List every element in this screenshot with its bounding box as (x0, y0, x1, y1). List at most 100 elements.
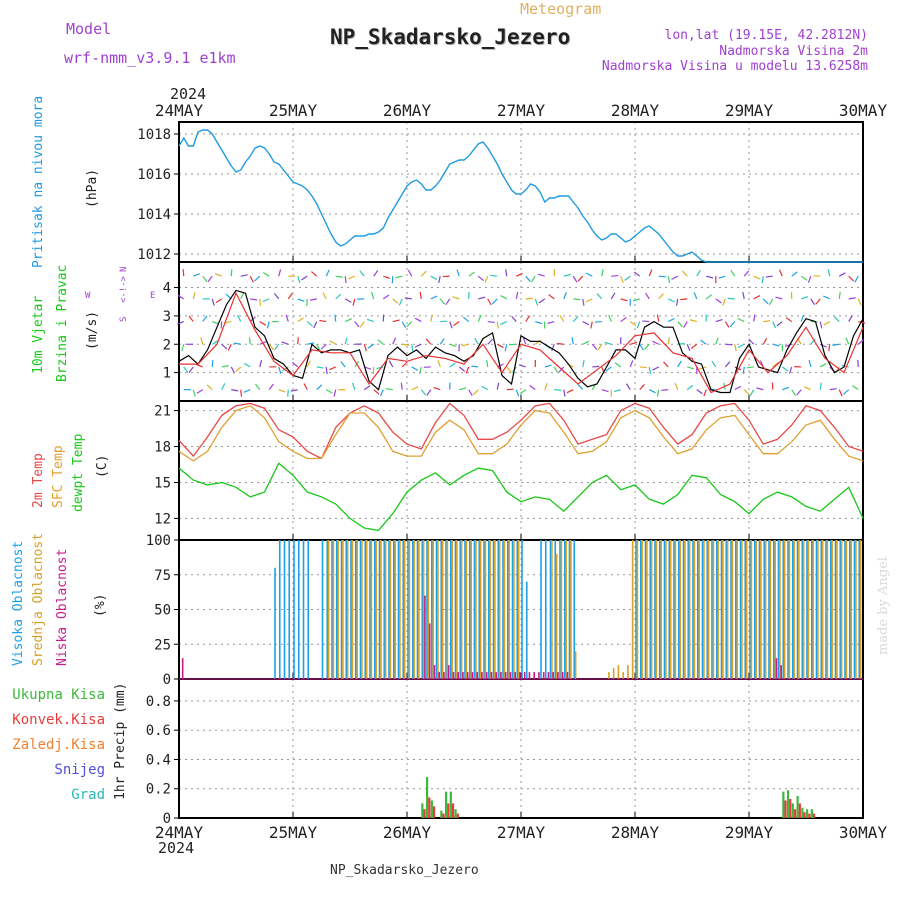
wind-arrow (193, 273, 201, 277)
cloud-bar (555, 553, 558, 679)
cloud-bar (503, 540, 506, 679)
x-tick-label-top: 29MAY (725, 101, 774, 120)
wind-arrow (329, 366, 336, 371)
cloud-bar (495, 672, 497, 679)
wind-arrow (611, 274, 619, 277)
wind-arrow (838, 272, 846, 277)
cloud-bar (622, 672, 624, 679)
x-tick-label-top: 28MAY (611, 101, 660, 120)
cloud-bar (836, 540, 838, 679)
wind-arrow (639, 343, 644, 351)
wind-arrow (398, 298, 403, 306)
wind-arrow (696, 269, 701, 277)
temp-ylabel-3: dewpt Temp (71, 434, 86, 512)
wind-arrow (667, 317, 675, 323)
cloud-bar (470, 540, 472, 679)
cloud-bar (815, 540, 818, 679)
wind-arrow (311, 271, 318, 277)
wind-arrow (262, 298, 270, 303)
year-top: 2024 (170, 85, 206, 103)
wind-arrow (652, 366, 660, 371)
cloud-bar (462, 672, 464, 679)
wind-arrow (703, 389, 707, 397)
wind-arrow (452, 296, 460, 300)
cloud-bar (725, 540, 728, 679)
cloud-bar (858, 540, 861, 679)
y-tick-label: 2 (163, 337, 171, 353)
cloud-bar (780, 665, 782, 679)
cloud-bar (489, 540, 491, 679)
wind-arrow (491, 298, 498, 305)
cloud-bar (326, 540, 329, 679)
cloud-bar (557, 672, 559, 679)
wind-arrow (426, 389, 432, 396)
precip-ylabel: 1hr Precip (mm) (113, 683, 128, 800)
wind-arrow (240, 274, 248, 277)
precip-bar (787, 790, 790, 818)
wind-arrow (753, 295, 761, 300)
cloud-bar (806, 540, 808, 679)
cloud-bar (807, 540, 810, 679)
wind-arrow (610, 292, 616, 300)
wind-arrow (392, 319, 400, 323)
y-tick-label: 75 (154, 568, 171, 584)
wind-arrow (597, 343, 603, 351)
y-tick-label: 0.8 (146, 694, 171, 710)
wind-arrow (833, 316, 840, 322)
cloud-bar (364, 540, 367, 679)
cloud-bar (850, 540, 852, 679)
wind-arrow (829, 388, 837, 391)
wind-arrow (301, 275, 308, 281)
cloud-bar (692, 540, 694, 679)
cloud-bar (715, 540, 718, 679)
model-name: wrf-nmm_v3.9.1 e1km (64, 49, 236, 67)
precip-bar (789, 798, 792, 818)
cloud-bar (356, 540, 358, 679)
wind-arrow (220, 321, 223, 329)
panel-temperature: 12 15 18 21 (154, 400, 864, 541)
cloud-bar (668, 540, 671, 679)
wind-arrow (249, 275, 254, 283)
cloud-bar (745, 540, 748, 679)
wind-arrow (636, 321, 641, 329)
wind-arrow (577, 384, 584, 391)
cloud-bar (739, 540, 742, 679)
wind-arrow (487, 320, 495, 324)
wind-arrow (430, 314, 433, 322)
wind-arrow (285, 314, 289, 322)
cloud-bar (750, 540, 753, 679)
wind-ylabel-2: Brzina i Pravac (55, 265, 70, 382)
wind-arrow (515, 291, 519, 300)
wind-arrow (782, 386, 790, 391)
wind-arrow (262, 272, 270, 277)
wind-arrow (810, 338, 816, 345)
wind-arrow (577, 275, 584, 282)
wind-arrow (411, 344, 414, 352)
cloud-bar (703, 540, 705, 679)
cloud-bar (397, 540, 400, 679)
wind-arrow (652, 340, 660, 345)
precip-bar (430, 800, 433, 818)
wind-arrow (340, 361, 346, 368)
wind-arrow (486, 359, 489, 368)
wind-arrow (730, 269, 736, 277)
wind-arrow (385, 388, 393, 391)
wind-arrow (687, 366, 695, 370)
cloud-bar (798, 540, 800, 679)
wind-arrow (800, 275, 808, 281)
wind-arrow (748, 338, 755, 345)
wind-arrow (605, 366, 612, 372)
wind-arrow (808, 360, 812, 368)
cloud-bar (658, 540, 661, 679)
wind-arrow (772, 321, 777, 329)
cloud-bar (297, 540, 300, 679)
cloud-bar (669, 540, 672, 679)
cloud-bar (722, 540, 724, 679)
compass-e: E (150, 291, 155, 301)
wind-arrow (458, 366, 466, 372)
wind-arrow (722, 298, 726, 306)
wind-arrow (582, 359, 585, 368)
wind-arrow (439, 338, 445, 345)
wind-arrow (359, 321, 365, 328)
wind-arrow (573, 298, 581, 301)
